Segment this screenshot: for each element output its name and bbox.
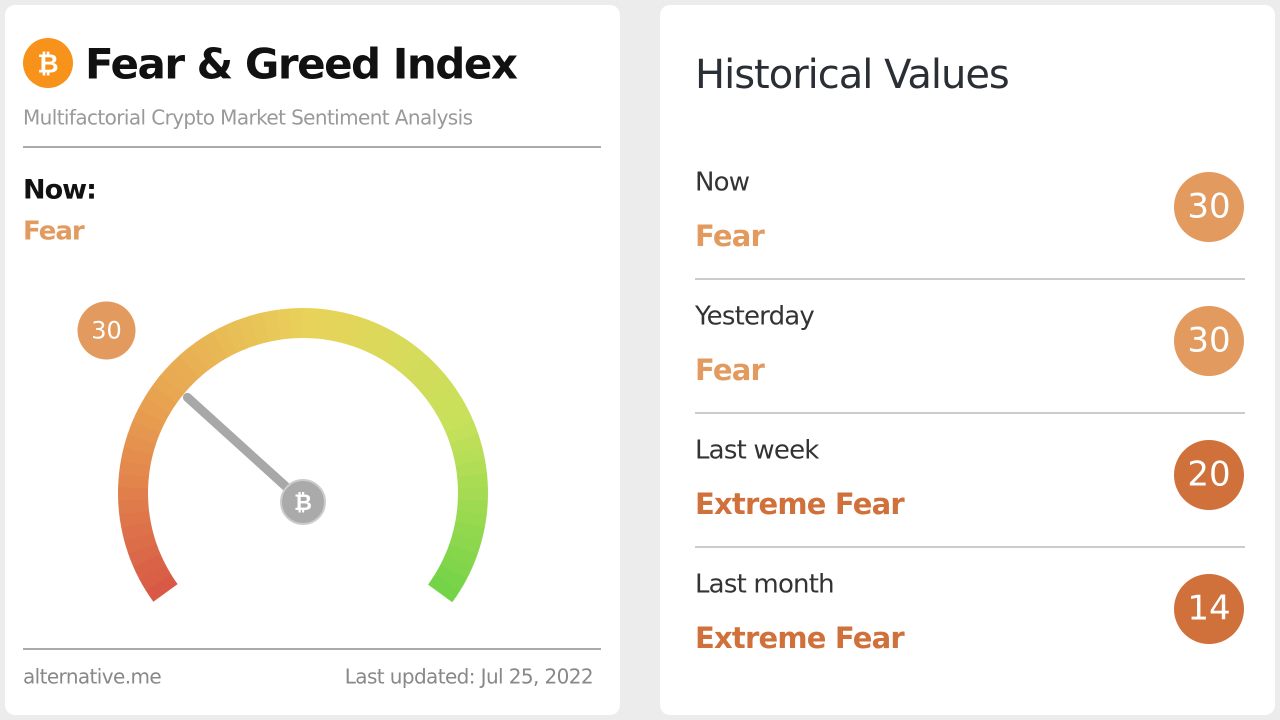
subtitle: Multifactorial Crypto Market Sentiment A… <box>23 106 473 130</box>
arc-segment <box>314 308 331 340</box>
value-badge <box>1174 574 1244 644</box>
arc-segment <box>127 420 161 444</box>
needle <box>182 392 308 507</box>
arc-segment <box>445 421 479 445</box>
value-badge <box>1174 306 1244 376</box>
arc-segment <box>302 308 318 339</box>
arc-segment <box>179 346 209 378</box>
arc-segment <box>456 499 488 515</box>
now-label: Now: <box>23 175 96 206</box>
arc-segment <box>434 564 467 592</box>
arc-segment <box>358 320 383 354</box>
period: Last month <box>695 570 834 600</box>
arc-segment <box>132 408 166 434</box>
classification: Fear <box>695 353 765 387</box>
arc-segment <box>132 553 166 579</box>
value-label: 14 <box>1187 589 1230 629</box>
arc-segment <box>169 355 200 386</box>
gauge-svg: ₿ Fear & Greed Index Multifactorial Cryp… <box>23 38 601 689</box>
arc-segment <box>128 543 161 567</box>
period: Now <box>695 168 750 198</box>
arc-segment <box>212 325 238 359</box>
arc-segment <box>453 446 486 467</box>
arc-segment <box>414 364 446 395</box>
arc-segment <box>406 355 437 387</box>
arc-segment <box>449 532 482 555</box>
arc-segment <box>120 446 154 466</box>
bitcoin-logo <box>23 38 73 88</box>
arc-segment <box>119 510 151 528</box>
arc-segment <box>249 312 270 345</box>
arc-segment <box>118 472 149 489</box>
arc-segment <box>427 574 461 603</box>
hub-symbol: ₿ <box>294 491 312 516</box>
arc-segment <box>455 510 487 529</box>
period: Yesterday <box>694 302 814 332</box>
arc-segment <box>452 521 485 542</box>
arc-segment <box>200 331 228 364</box>
arc-segment <box>397 346 428 379</box>
arc-segment <box>138 396 171 423</box>
arc-segment <box>347 315 370 349</box>
period: Last week <box>695 436 819 466</box>
gauge-arc <box>118 308 488 603</box>
value-bubble <box>77 301 136 360</box>
arc-segment <box>435 397 469 424</box>
arc-segment <box>123 433 157 455</box>
arc-segment <box>325 309 345 342</box>
classification: Fear <box>695 219 765 253</box>
arc-segment <box>368 325 395 359</box>
arc-segment <box>262 309 282 342</box>
arc-segment <box>422 375 455 404</box>
history-card: Historical Values Now Fear 30 Yesterday Fear… <box>660 5 1275 715</box>
source: alternative.me <box>23 665 161 689</box>
arc-segment <box>457 473 488 489</box>
value-label: 30 <box>91 316 122 344</box>
classification: Extreme Fear <box>695 487 905 521</box>
value-badge <box>1174 440 1244 510</box>
arc-segment <box>236 315 259 349</box>
arc-segment <box>152 374 185 404</box>
value-label: 20 <box>1187 455 1230 495</box>
arc-segment <box>449 433 483 456</box>
arc-segment <box>440 554 473 580</box>
arc-segment <box>124 532 157 554</box>
title: Fear & Greed Index <box>85 40 518 89</box>
gauge-card: ₿ Fear & Greed Index Multifactorial Cryp… <box>5 5 620 715</box>
value-label: 30 <box>1187 187 1230 227</box>
arc-segment <box>378 331 406 365</box>
arc-segment <box>189 338 218 371</box>
bitcoin-symbol: ₿ <box>37 50 58 80</box>
arc-segment <box>429 385 462 414</box>
arc-segment <box>145 574 178 602</box>
needle-hub <box>280 479 326 525</box>
arc-segment <box>275 308 293 340</box>
arc-segment <box>144 385 178 413</box>
arc-segment <box>121 521 154 541</box>
arc-segment <box>138 564 172 591</box>
arc-segment <box>160 364 192 395</box>
now-classification: Fear <box>23 217 85 247</box>
arc-segment <box>224 320 249 353</box>
arc-segment <box>441 409 474 434</box>
classification: Extreme Fear <box>695 621 905 655</box>
arc-segment <box>336 312 358 345</box>
arc-segment <box>388 338 417 371</box>
history-title: Historical Values <box>695 52 1009 98</box>
value-badge <box>1174 172 1244 242</box>
arc-segment <box>119 459 151 477</box>
value-label: 30 <box>1187 321 1230 361</box>
last-updated: Last updated: Jul 25, 2022 <box>345 665 593 689</box>
history-svg: Historical Values Now Fear 30 Yesterday Fear… <box>694 52 1245 655</box>
arc-segment <box>444 543 478 568</box>
arc-segment <box>118 498 150 515</box>
arc-segment <box>455 460 488 478</box>
